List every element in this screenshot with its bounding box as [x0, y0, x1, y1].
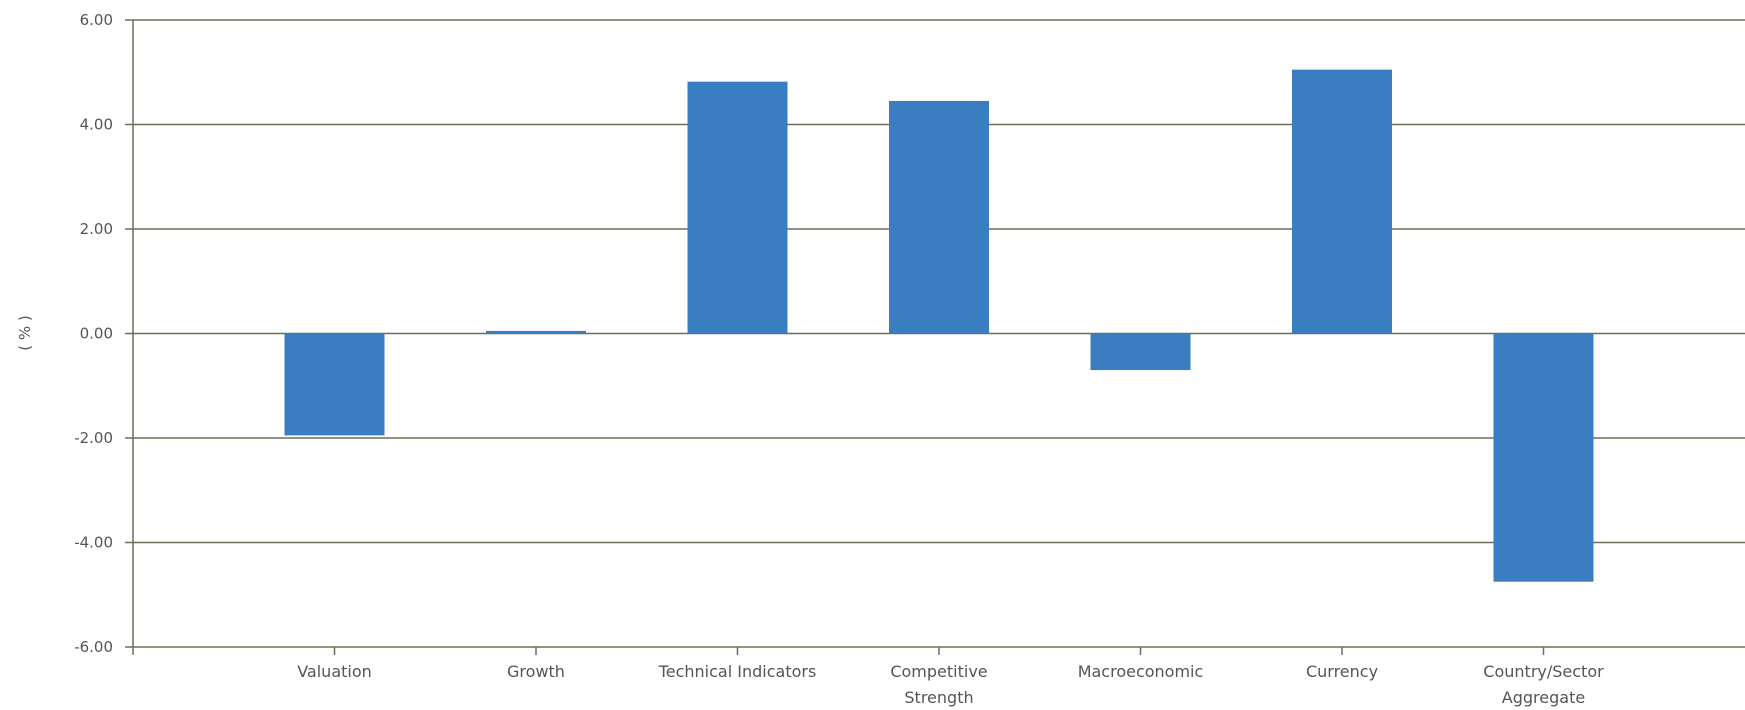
bar: [1493, 333, 1594, 582]
x-tick-label: Currency: [1306, 662, 1378, 681]
x-tick-label: Growth: [507, 662, 565, 681]
bar: [1292, 69, 1392, 334]
y-tick-label: 0.00: [80, 325, 113, 343]
x-tick-label: Macroeconomic: [1078, 662, 1204, 681]
y-tick-label: -6.00: [74, 638, 113, 656]
bar: [1090, 333, 1191, 371]
bar: [889, 100, 989, 334]
bar: [284, 333, 385, 436]
x-tick-label: Competitive Strength: [890, 662, 987, 707]
y-tick-label: -2.00: [74, 429, 113, 447]
x-tick-labels: Valuation Growth Technical Indicators Compe…: [297, 662, 1604, 707]
y-tick-labels: 6.00 4.00 2.00 0.00 -2.00 -4.00 -6.00: [74, 11, 113, 656]
y-tick-label: 6.00: [80, 11, 113, 29]
y-tick-label: -4.00: [74, 534, 113, 552]
y-tick-label: 2.00: [80, 220, 113, 238]
bars: [284, 69, 1594, 582]
bar: [486, 330, 586, 334]
y-axis-label: ( % ): [16, 315, 34, 351]
x-tick-label: Technical Indicators: [658, 662, 817, 681]
x-tick-label: Valuation: [297, 662, 372, 681]
y-tick-label: 4.00: [80, 116, 113, 134]
axes: [125, 19, 1545, 655]
bar: [687, 81, 788, 334]
x-tick-label: Country/Sector Aggregate: [1483, 662, 1604, 707]
